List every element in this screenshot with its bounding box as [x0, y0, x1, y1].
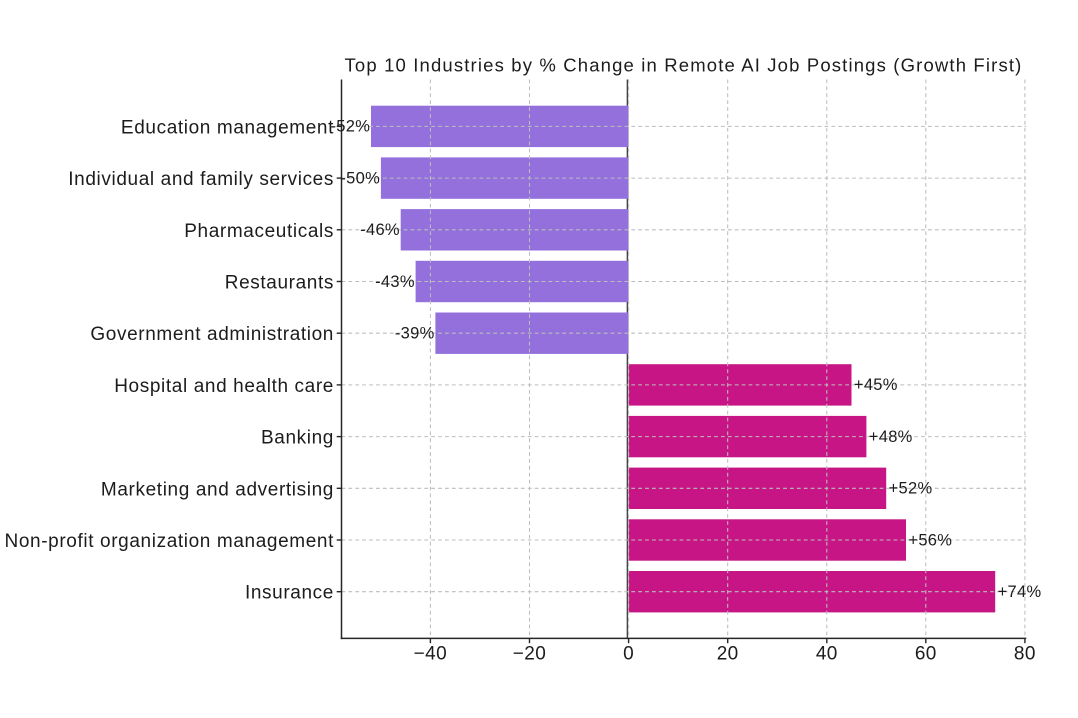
svg-text:+52%: +52%	[889, 480, 933, 498]
svg-text:-46%: -46%	[360, 221, 400, 239]
svg-text:Marketing and advertising: Marketing and advertising	[101, 479, 334, 500]
svg-text:-50%: -50%	[340, 169, 380, 187]
svg-text:Hospital and health care: Hospital and health care	[114, 376, 334, 397]
svg-text:+48%: +48%	[869, 428, 913, 446]
svg-text:+45%: +45%	[854, 376, 898, 394]
svg-text:Top 10 Industries by % Change: Top 10 Industries by % Change in Remote …	[345, 55, 1023, 76]
svg-text:+56%: +56%	[908, 531, 952, 549]
svg-text:-43%: -43%	[375, 273, 415, 291]
svg-text:−40: −40	[414, 644, 447, 665]
svg-text:80: 80	[1014, 644, 1036, 665]
svg-text:Pharmaceuticals: Pharmaceuticals	[184, 221, 334, 242]
svg-text:Individual and family services: Individual and family services	[68, 169, 334, 190]
svg-text:+74%: +74%	[998, 583, 1042, 601]
svg-text:40: 40	[816, 644, 838, 665]
svg-text:Restaurants: Restaurants	[225, 273, 334, 294]
svg-text:Education management: Education management	[121, 117, 334, 138]
svg-text:Non-profit organization manage: Non-profit organization management	[5, 531, 335, 552]
svg-text:Banking: Banking	[261, 428, 334, 449]
svg-text:60: 60	[915, 644, 937, 665]
svg-text:Government administration: Government administration	[90, 324, 334, 345]
svg-text:-52%: -52%	[330, 118, 370, 136]
svg-text:−20: −20	[513, 644, 546, 665]
svg-text:0: 0	[623, 644, 634, 665]
svg-text:20: 20	[717, 644, 739, 665]
svg-text:-39%: -39%	[395, 325, 435, 343]
svg-text:Insurance: Insurance	[245, 583, 334, 604]
